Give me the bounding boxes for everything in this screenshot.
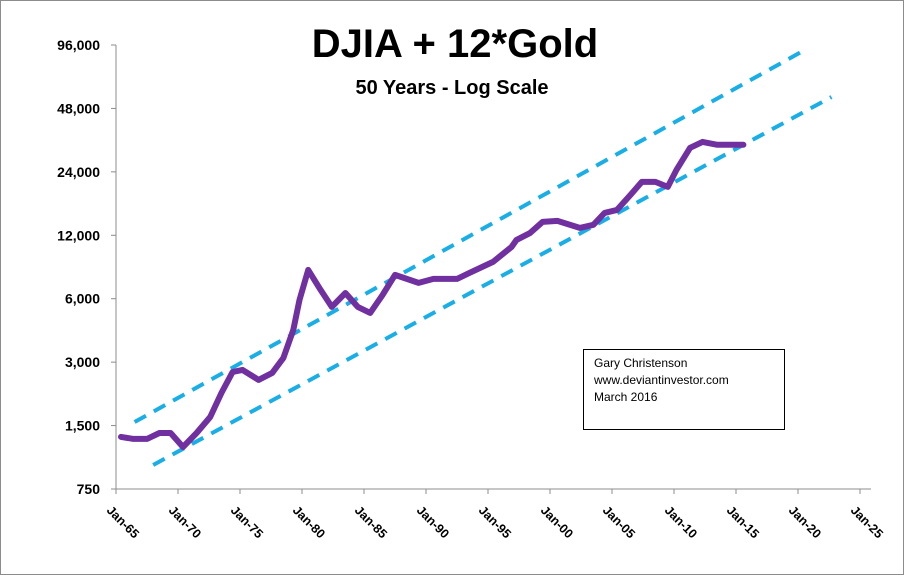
y-tick-label: 750 <box>77 481 101 497</box>
series-layer <box>118 47 833 467</box>
y-tick-label: 24,000 <box>57 164 100 180</box>
annotation-date: March 2016 <box>594 390 658 404</box>
x-tick-label: Jan-80 <box>290 503 328 541</box>
x-tick-label: Jan-15 <box>724 503 762 541</box>
y-tick-label: 3,000 <box>65 354 100 370</box>
x-tick-label: Jan-85 <box>352 503 390 541</box>
x-tick-label: Jan-10 <box>662 503 700 541</box>
x-tick-label: Jan-95 <box>476 503 514 541</box>
y-tick-label: 48,000 <box>57 100 100 116</box>
annotation-website: www.deviantinvestor.com <box>594 373 729 387</box>
y-tick-label: 96,000 <box>57 37 100 53</box>
x-tick-label: Jan-20 <box>786 503 824 541</box>
upper-trend-line <box>133 47 808 424</box>
x-tick-label: Jan-00 <box>538 503 576 541</box>
x-tick-label: Jan-65 <box>104 503 142 541</box>
x-tick-label: Jan-90 <box>414 503 452 541</box>
chart-title: DJIA + 12*Gold <box>312 22 598 66</box>
lower-trend-line <box>152 95 833 467</box>
y-tick-label: 1,500 <box>65 418 100 434</box>
chart-subtitle: 50 Years - Log Scale <box>355 77 548 99</box>
x-tick-label: Jan-25 <box>848 503 886 541</box>
axes: 96,000 48,000 24,000 12,000 6,000 3,000 1,500 7… <box>57 37 886 541</box>
y-tick-label: 6,000 <box>65 291 100 307</box>
annotation-box: Gary Christenson www.deviantinvestor.com… <box>583 349 785 430</box>
x-tick-label: Jan-05 <box>600 503 638 541</box>
x-tick-label: Jan-70 <box>166 503 204 541</box>
x-tick-label: Jan-75 <box>228 503 266 541</box>
annotation-author: Gary Christenson <box>594 356 688 370</box>
y-tick-label: 12,000 <box>57 227 100 243</box>
